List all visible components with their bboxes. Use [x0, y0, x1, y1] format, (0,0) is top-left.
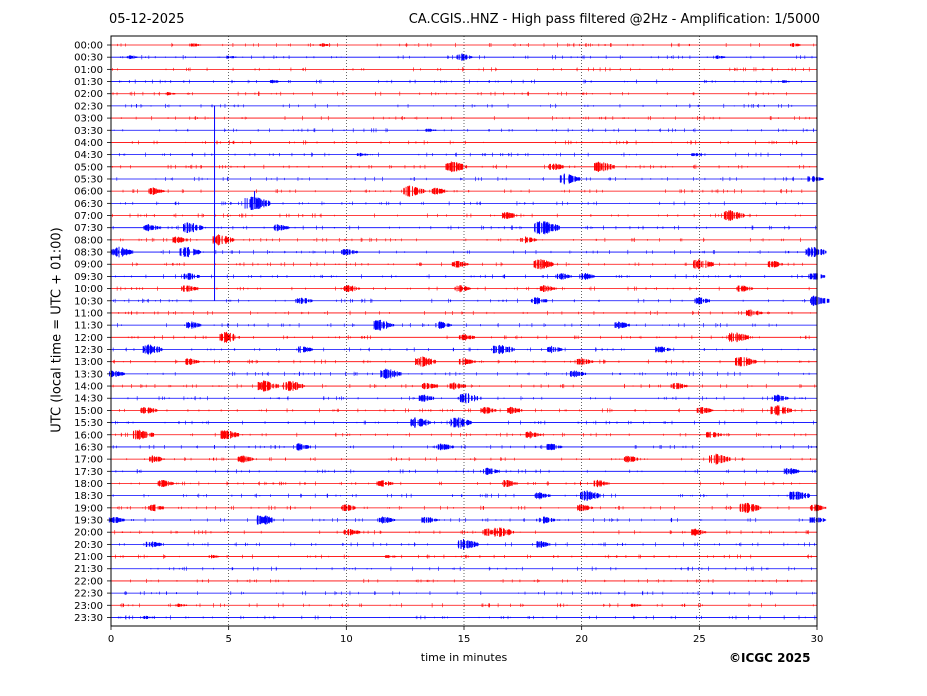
seismic-event	[190, 43, 202, 47]
seismic-event	[269, 79, 281, 84]
seismic-event	[181, 285, 198, 292]
seismic-event	[212, 234, 235, 246]
seismic-event	[111, 246, 134, 258]
seismic-event	[745, 309, 763, 317]
seismic-event	[220, 430, 240, 440]
seismic-event	[555, 273, 572, 280]
seismic-event	[244, 196, 271, 210]
seismic-event	[655, 346, 671, 353]
seismic-event	[569, 370, 587, 378]
seismic-event	[126, 55, 138, 59]
seismic-event	[614, 321, 630, 329]
seismic-event	[148, 187, 165, 195]
seismic-event	[319, 43, 331, 47]
seismic-event	[410, 417, 431, 428]
copyright-notice: ©ICGC 2025	[729, 651, 811, 665]
seismic-event	[459, 393, 482, 404]
seismic-event	[715, 55, 726, 59]
seismic-event	[507, 406, 523, 414]
seismic-event	[693, 259, 714, 270]
seismic-event	[179, 247, 201, 258]
seismic-event	[183, 222, 204, 233]
seismic-event	[425, 128, 437, 132]
seismic-event	[534, 221, 560, 235]
seismic-event	[421, 382, 438, 390]
seismic-event	[778, 80, 790, 83]
seismic-event	[219, 331, 240, 343]
seismic-event	[531, 297, 548, 305]
seismic-event	[670, 382, 688, 390]
seismic-event	[520, 236, 537, 244]
seismic-event	[418, 394, 435, 402]
seismic-event	[456, 53, 473, 61]
seismic-event	[691, 153, 703, 157]
seismic-event	[373, 319, 395, 331]
seismic-event	[548, 163, 564, 170]
seismic-event	[696, 407, 714, 414]
seismic-event	[706, 431, 722, 438]
seismic-event	[415, 356, 436, 367]
seismic-event	[185, 358, 200, 365]
seismic-event	[734, 357, 757, 367]
seismic-event	[341, 249, 358, 256]
seismic-event	[810, 295, 830, 306]
seismic-event	[108, 370, 125, 378]
seismic-event	[132, 429, 155, 440]
seismic-event	[186, 321, 202, 329]
x-axis-label: time in minutes	[420, 651, 508, 664]
trace-group	[108, 42, 830, 620]
plot-title: CA.CGIS..HNZ - High pass filtered @2Hz -…	[408, 12, 820, 27]
seismic-event	[431, 187, 448, 195]
seismic-event	[183, 272, 200, 280]
seismic-event	[458, 358, 476, 366]
seismic-event	[142, 344, 162, 355]
seismic-event	[298, 346, 314, 353]
seismic-event	[172, 236, 189, 244]
seismic-event	[736, 285, 754, 292]
seismic-event	[480, 406, 497, 414]
seismic-event	[767, 261, 783, 268]
seismic-event	[445, 161, 468, 173]
seismic-event	[547, 345, 563, 354]
seismic-event	[594, 161, 615, 172]
seismic-event	[539, 285, 556, 292]
seismic-event	[533, 259, 554, 270]
seismic-event	[454, 284, 471, 293]
seismic-event	[450, 417, 472, 428]
seismic-event	[343, 285, 361, 293]
seismic-event	[695, 297, 710, 305]
seismic-event	[257, 380, 279, 392]
seismic-event	[226, 55, 237, 59]
seismic-event	[723, 210, 746, 221]
seismic-event	[728, 332, 749, 343]
seismic-event	[356, 152, 369, 157]
seismic-event	[283, 380, 305, 392]
seismic-event	[559, 173, 581, 185]
seismic-event	[525, 431, 542, 439]
seismic-event	[451, 260, 469, 268]
seismic-event	[449, 382, 466, 390]
seismic-event	[273, 224, 290, 232]
seismic-event	[143, 224, 161, 232]
seismic-event	[141, 407, 158, 414]
plot-date: 05-12-2025	[109, 12, 185, 27]
seismic-event	[165, 92, 176, 96]
seismic-event	[579, 272, 596, 280]
seismic-event	[380, 368, 402, 380]
seismic-event	[296, 297, 313, 304]
seismic-event	[501, 212, 518, 219]
seismic-event	[492, 344, 514, 355]
seismic-event	[435, 321, 452, 329]
seismic-event	[805, 247, 827, 258]
seismic-event	[807, 175, 824, 183]
seismic-event	[403, 185, 425, 197]
seismic-event	[770, 405, 792, 416]
seismic-event	[458, 334, 475, 341]
seismic-event	[771, 394, 789, 402]
seismic-event	[789, 43, 801, 47]
seismic-event	[576, 358, 594, 366]
